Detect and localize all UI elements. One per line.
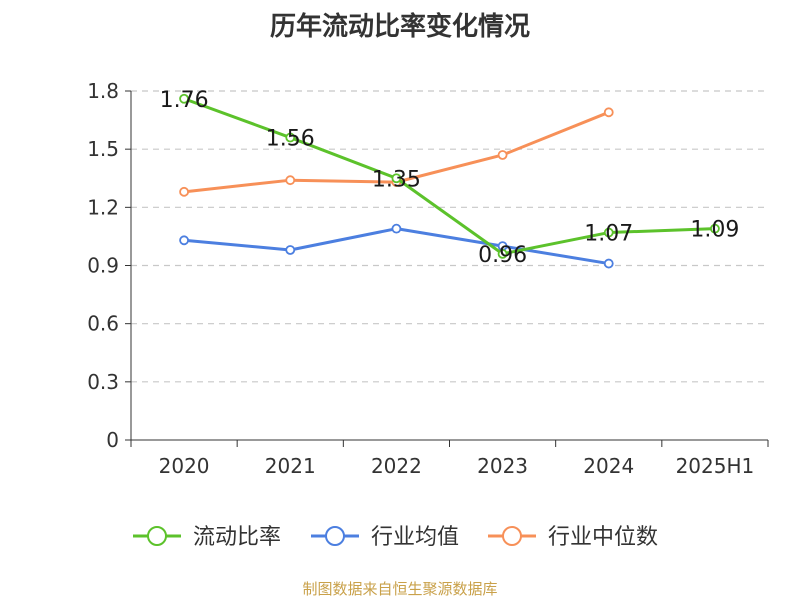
legend-label: 行业中位数 — [548, 525, 658, 550]
y-tick-label: 0.3 — [87, 370, 119, 394]
data-point — [285, 132, 296, 143]
data-label: 1.07 — [584, 222, 633, 247]
data-point — [179, 186, 189, 197]
data-point — [497, 150, 508, 160]
y-tick-label: 1.5 — [87, 137, 119, 161]
data-point — [391, 173, 402, 184]
x-tick-label: 2021 — [265, 454, 316, 478]
x-tick-label: 2025H1 — [676, 454, 755, 478]
data-label: 1.35 — [372, 167, 421, 192]
x-tick-label: 2020 — [159, 454, 210, 478]
x-tick-label: 2023 — [477, 454, 528, 478]
data-point — [179, 235, 189, 246]
data-label: 1.56 — [266, 127, 315, 152]
data-point — [710, 223, 720, 234]
data-point — [603, 227, 614, 238]
axes: 0 0.3 0.6 0.9 1.2 1.5 1.8 2020 2021 2022 2023 2024 2… — [87, 79, 769, 478]
y-tick-label: 0 — [106, 428, 119, 452]
legend-marker — [147, 526, 167, 546]
data-point — [391, 223, 402, 234]
y-tick-label: 1.8 — [87, 79, 119, 103]
chart-title: 历年流动比率变化情况 — [269, 12, 530, 42]
data-point — [603, 107, 614, 118]
data-label: 0.96 — [478, 243, 527, 268]
legend-label: 行业均值 — [371, 525, 459, 550]
data-point — [497, 248, 508, 259]
data-point — [603, 258, 614, 269]
y-tick-label: 0.9 — [87, 254, 119, 278]
legend-marker — [502, 526, 522, 546]
data-point — [285, 175, 296, 186]
grid-lines — [131, 90, 768, 383]
legend-label: 流动比率 — [193, 525, 281, 550]
data-labels: 1.76 1.56 1.35 0.96 1.07 1.09 — [160, 88, 740, 268]
data-point — [179, 93, 189, 104]
x-tick-label: 2024 — [583, 454, 634, 478]
data-label: 1.09 — [690, 218, 739, 243]
series-line-0 — [183, 97, 715, 256]
series-lines — [179, 93, 720, 269]
legend: 流动比率 行业均值 行业中位数 — [133, 525, 658, 550]
y-tick-label: 1.2 — [87, 195, 119, 219]
data-point — [285, 245, 296, 255]
y-tick-label: 0.6 — [87, 312, 119, 336]
data-label: 1.76 — [160, 88, 209, 113]
source-note: 制图数据来自恒生聚源数据库 — [302, 580, 498, 598]
legend-marker — [325, 526, 345, 546]
x-tick-label: 2022 — [371, 454, 422, 478]
